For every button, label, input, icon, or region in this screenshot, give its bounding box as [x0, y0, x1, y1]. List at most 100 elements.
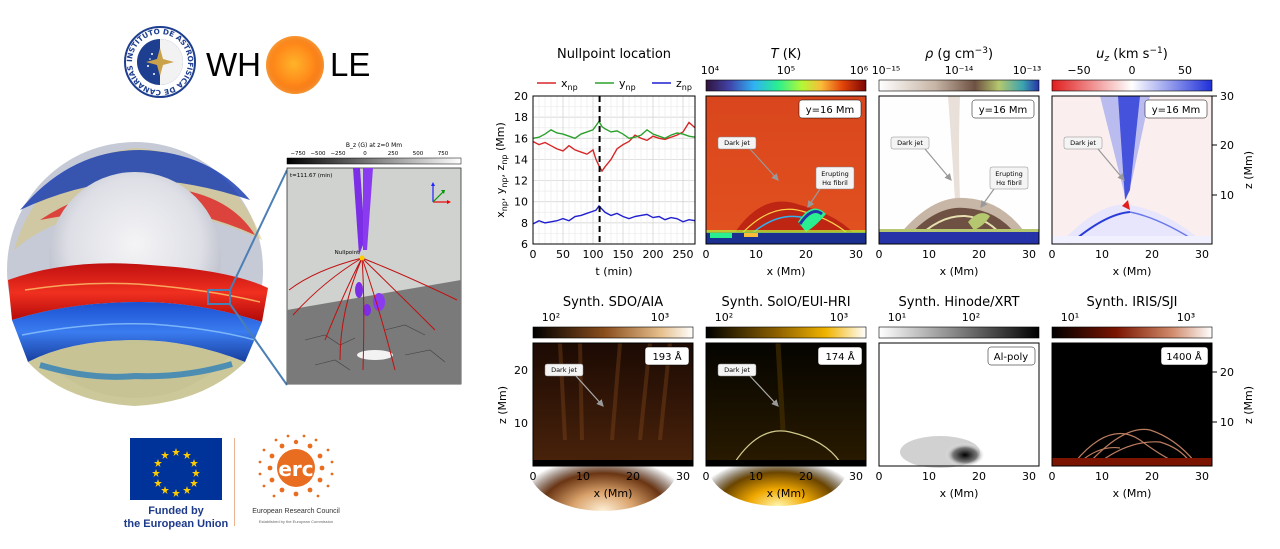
x-axis-label: x (Mm) [1113, 265, 1152, 278]
iac-logo: INSTITUTO DE ASTROFISICA DE CANARIAS [124, 26, 196, 98]
svg-text:30: 30 [676, 470, 690, 483]
x-axis-label: x (Mm) [940, 487, 979, 500]
colorbar [878, 79, 1040, 92]
svg-text:Al-poly: Al-poly [994, 352, 1028, 363]
chart-title: Synth. SolO/EUI-HRI [721, 295, 850, 310]
cbar-tick: 10⁻¹³ [1013, 64, 1042, 77]
cbar-tick: 10² [542, 311, 560, 324]
svg-text:30: 30 [849, 470, 863, 483]
x-axis-label: t (min) [595, 265, 632, 278]
x-ticks: 0 10 20 30 [703, 248, 864, 261]
x-ticks: 0 10 20 30 [703, 470, 864, 483]
x-tick-label: 0 [530, 248, 537, 261]
legend: xnp ynp znp [537, 77, 692, 92]
annotation-erupting-fibril: Erupting Hα fibril [807, 166, 855, 208]
xrt-panel: Synth. Hinode/XRT 10¹ 10² Al-poly 0 10 2… [876, 295, 1040, 500]
y-tick-label: 18 [514, 111, 528, 124]
temperature-panel: T (K) 10⁴ 10⁵ 10⁶ y=16 Mm Dark jet Erupt… [701, 47, 869, 278]
svg-text:20: 20 [626, 470, 640, 483]
svg-text:10: 10 [922, 470, 936, 483]
chart-title: ρ (g cm−3) [925, 46, 993, 62]
badge: y=16 Mm [798, 99, 862, 119]
svg-text:0: 0 [876, 248, 883, 261]
svg-text:0: 0 [703, 248, 710, 261]
inset-cbar-tick: 250 [388, 151, 399, 157]
x-tick-label: 200 [643, 248, 664, 261]
inset-time-label: t=111.67 (min) [290, 173, 332, 179]
svg-text:0: 0 [530, 470, 537, 483]
svg-text:Dark jet: Dark jet [551, 366, 577, 374]
y-axis-label: xnp, ynp, znp (Mm) [494, 122, 509, 218]
cbar-tick: 10⁵ [777, 64, 795, 77]
x-ticks: 0 10 20 30 [1049, 248, 1210, 261]
aia-panel: Synth. SDO/AIA 10² 10³ 193 Å Dark jet 20… [496, 295, 694, 511]
badge: 174 Å [817, 346, 863, 366]
svg-text:20: 20 [1145, 470, 1159, 483]
y-axis-label: z (Mm) [1242, 386, 1255, 424]
cbar-tick: 10³ [1177, 311, 1195, 324]
cbar-tick: 10² [715, 311, 733, 324]
chart-title: Synth. IRIS/SJI [1086, 295, 1177, 310]
y-ticks: 20 10 [514, 364, 528, 430]
zoom-connector [229, 169, 288, 386]
cbar-tick: 10¹ [1061, 311, 1079, 324]
iris-panel: Synth. IRIS/SJI 10¹ 10³ 1400 Å 0 10 20 3… [1049, 295, 1256, 500]
x-ticks: 0 10 20 30 [530, 470, 691, 483]
x-tick-label: 100 [583, 248, 604, 261]
svg-text:y=16 Mm: y=16 Mm [1152, 105, 1201, 116]
y-tick-label: 20 [514, 90, 528, 103]
svg-text:20: 20 [972, 248, 986, 261]
density-panel: ρ (g cm−3) 10⁻¹⁵ 10⁻¹⁴ 10⁻¹³ y=16 Mm Dar… [872, 46, 1042, 278]
svg-text:y=16 Mm: y=16 Mm [806, 105, 855, 116]
badge: y=16 Mm [1144, 99, 1208, 119]
nullpoint-chart: Nullpoint location xnp ynp znp 6 8 10 12 14 1… [494, 47, 696, 278]
erc-established: Established by the European Commission [258, 519, 334, 524]
x-axis-label: x (Mm) [594, 487, 633, 500]
svg-text:0: 0 [1049, 248, 1056, 261]
eu-caption-line2: the European Union [123, 518, 229, 530]
x-axis-label: x (Mm) [1113, 487, 1152, 500]
y-ticks-right: 30 20 10 [1212, 90, 1234, 202]
badge: 1400 Å [1160, 346, 1209, 366]
inset-colorbar [286, 157, 462, 165]
svg-text:1400 Å: 1400 Å [1166, 350, 1202, 363]
inset-cbar-tick: 500 [413, 151, 424, 157]
inset-cbar-tick: 0 [363, 151, 367, 157]
annotation-erupting-fibril: Erupting Hα fibril [980, 166, 1029, 208]
x-axis-label: x (Mm) [767, 487, 806, 500]
badge: 193 Å [644, 346, 690, 366]
colorbar [705, 79, 867, 92]
x-ticks: 0 10 20 30 [876, 248, 1037, 261]
colorbar [1051, 326, 1213, 339]
cbar-tick: 10² [962, 311, 980, 324]
svg-text:20: 20 [799, 470, 813, 483]
x-tick-label: 250 [673, 248, 694, 261]
svg-text:Dark jet: Dark jet [724, 139, 750, 147]
inset-cbar-tick: −250 [330, 151, 346, 157]
cbar-tick: 10⁻¹⁵ [872, 64, 901, 77]
svg-text:20: 20 [799, 248, 813, 261]
colorbar [532, 326, 694, 339]
svg-text:10: 10 [749, 470, 763, 483]
x-tick-label: 50 [556, 248, 570, 261]
badge: y=16 Mm [971, 99, 1035, 119]
cbar-tick: 10⁻¹⁴ [945, 64, 974, 77]
figure-grid: Nullpoint location xnp ynp znp 6 8 10 12 14 1… [494, 46, 1256, 511]
svg-text:174 Å: 174 Å [825, 350, 854, 363]
svg-text:y=16 Mm: y=16 Mm [979, 105, 1028, 116]
annotation-dark-jet: Dark jet [717, 136, 779, 181]
series-line-x-np [532, 121, 696, 173]
cbar-tick: 50 [1178, 64, 1192, 77]
svg-text:30: 30 [849, 248, 863, 261]
svg-text:Erupting: Erupting [995, 170, 1023, 178]
svg-text:0: 0 [876, 470, 883, 483]
svg-text:10: 10 [1220, 189, 1234, 202]
badge: Al-poly [987, 346, 1036, 366]
svg-text:30: 30 [1220, 90, 1234, 103]
x-tick-label: 150 [613, 248, 634, 261]
cbar-tick: 10³ [651, 311, 669, 324]
svg-text:20: 20 [1220, 139, 1234, 152]
svg-text:10: 10 [1220, 416, 1234, 429]
svg-text:10: 10 [1095, 248, 1109, 261]
legend-label: znp [676, 77, 692, 92]
